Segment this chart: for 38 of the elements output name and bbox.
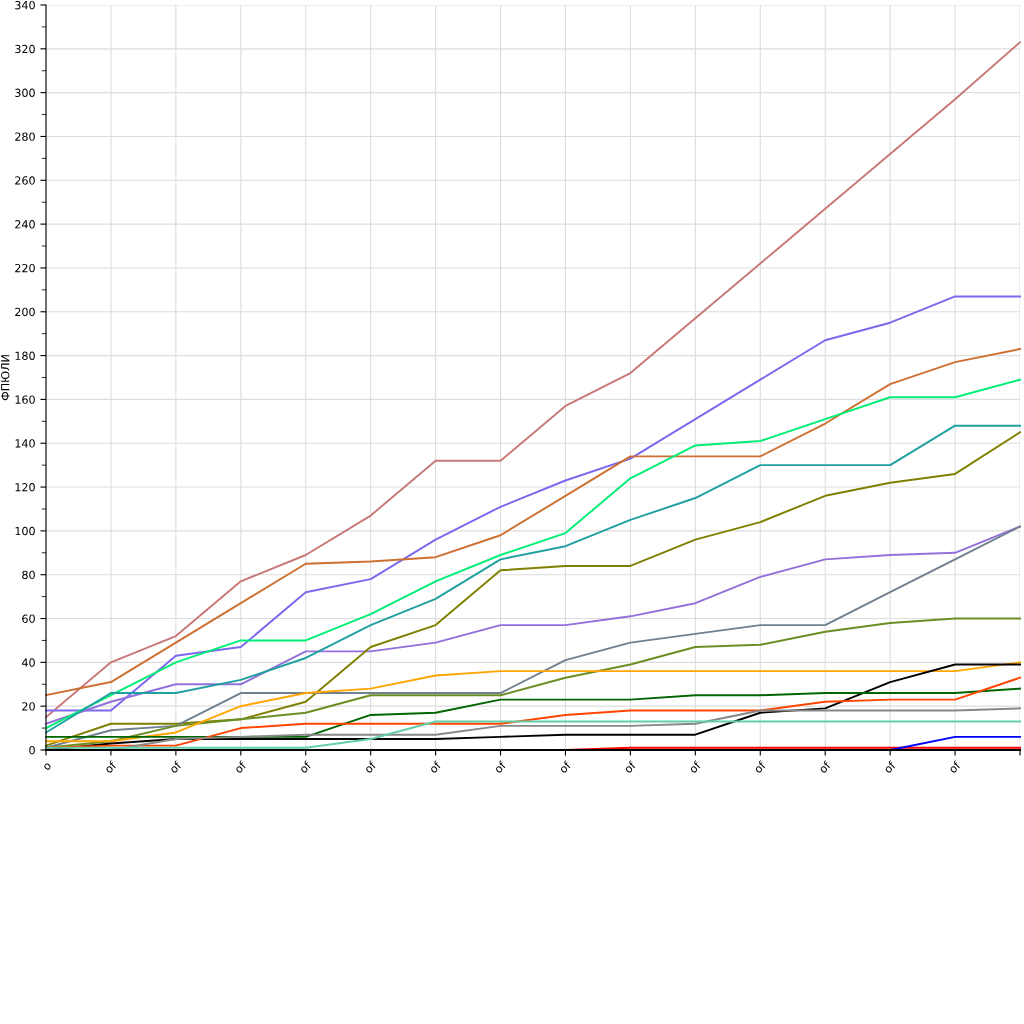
x-tick-label: of	[947, 760, 962, 774]
y-tick-label: 0	[29, 745, 35, 755]
line-series	[45, 348, 1021, 697]
y-tick-label: 20	[22, 702, 35, 711]
x-tick-label: of	[363, 760, 377, 774]
y-tick-label: 40	[21, 658, 35, 667]
y-tick-label: 260	[15, 176, 35, 185]
x-tick-label: of	[103, 760, 118, 774]
y-tick-label: 240	[15, 220, 35, 229]
y-tick-label: 140	[15, 439, 35, 448]
line-series	[45, 295, 1021, 712]
y-tick-label: 60	[22, 614, 35, 623]
x-tick-label: of	[298, 760, 312, 774]
x-tick-label: of	[623, 760, 637, 774]
x-tick-label: of	[428, 760, 442, 774]
x-tick-label: of	[558, 760, 572, 774]
x-tick-label: of	[753, 760, 767, 774]
y-tick-label: 100	[15, 526, 35, 536]
x-tick-label: of	[168, 760, 183, 774]
y-tick-label: 80	[22, 570, 35, 580]
x-tick-label: o	[43, 762, 52, 771]
line-series	[45, 41, 1021, 719]
y-axis-title: ФПЮЛИ	[1, 355, 10, 401]
x-tick-label: of	[233, 760, 248, 774]
y-tick-label: 280	[15, 132, 35, 141]
y-tick-label: 340	[15, 0, 35, 10]
y-tick-label: 180	[15, 351, 35, 360]
x-tick-label: of	[688, 760, 702, 774]
y-tick-label: 220	[15, 263, 35, 273]
y-tick-label: 300	[15, 88, 35, 98]
x-tick-label: of	[882, 760, 897, 774]
line-series	[45, 687, 1021, 738]
y-tick-label: 320	[15, 44, 35, 54]
x-tick-label: of	[493, 760, 507, 774]
y-tick-label: 160	[15, 395, 35, 404]
y-tick-label: 200	[15, 307, 35, 317]
x-tick-label: of	[818, 760, 832, 774]
y-tick-label: 120	[15, 483, 35, 492]
